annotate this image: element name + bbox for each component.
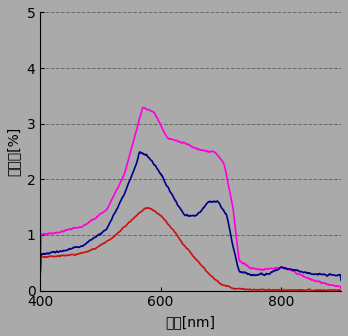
X-axis label: 波長[nm]: 波長[nm] [166, 315, 216, 329]
Y-axis label: 反射率[%]: 反射率[%] [7, 127, 21, 176]
